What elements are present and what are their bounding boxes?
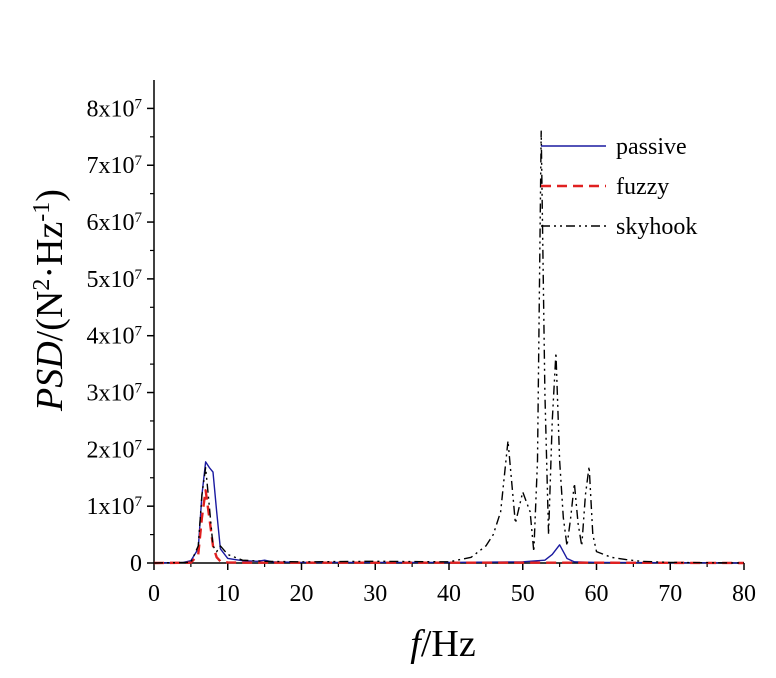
- y-tick-label: 2x107: [87, 437, 143, 463]
- y-axis-title-sup2: -1: [29, 202, 55, 222]
- x-tick-label: 50: [511, 581, 535, 607]
- x-tick-label: 80: [732, 581, 756, 607]
- y-axis-title-mid: ·Hz: [29, 222, 71, 279]
- x-axis-title-rest: /Hz: [421, 623, 476, 665]
- y-axis-title-end: ): [29, 189, 71, 202]
- y-axis-title-italic: PSD: [29, 341, 71, 412]
- x-tick-label: 10: [216, 581, 240, 607]
- x-tick-label: 0: [148, 581, 160, 607]
- x-tick-label: 40: [437, 581, 461, 607]
- y-tick-label: 1x107: [87, 494, 143, 520]
- x-axis-title: f/Hz: [410, 623, 475, 665]
- x-tick-label: 70: [658, 581, 682, 607]
- series-skyhook-line: [153, 130, 745, 564]
- legend-label-passive: passive: [616, 134, 687, 160]
- legend-label-fuzzy: fuzzy: [616, 174, 669, 200]
- x-tick-label: 20: [290, 581, 314, 607]
- y-tick-label: 6x107: [87, 210, 143, 236]
- x-tick-label: 30: [363, 581, 387, 607]
- series-layer: [153, 130, 745, 565]
- legend-label-skyhook: skyhook: [616, 214, 697, 240]
- legend: passive fuzzy skyhook: [541, 134, 697, 240]
- y-tick-label: 3x107: [87, 381, 143, 407]
- y-tick-label: 5x107: [87, 267, 143, 293]
- y-tick-label: 7x107: [87, 153, 143, 179]
- y-axis-title-rest: /(N: [29, 291, 71, 342]
- y-axis-title: PSD/(N2·Hz-1): [29, 189, 71, 412]
- y-tick-label: 8x107: [87, 96, 143, 122]
- y-tick-label: 4x107: [87, 324, 143, 350]
- axes-layer: 0 10 20 30 40 50 60 70 80 0 1x107 2x107 3x107 4x107 5x…: [87, 80, 756, 607]
- y-axis-title-sup1: 2: [29, 279, 55, 291]
- y-tick-label: 0: [130, 551, 142, 577]
- x-tick-label: 60: [585, 581, 609, 607]
- series-passive-line: [153, 461, 745, 564]
- series-fuzzy-line: [153, 489, 745, 565]
